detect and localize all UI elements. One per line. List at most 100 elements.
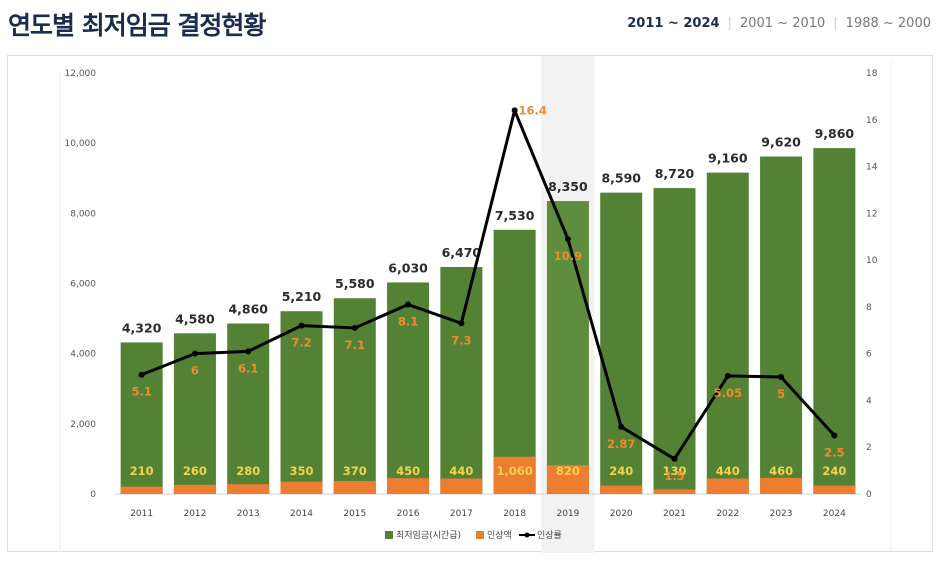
rate-point	[191, 350, 198, 357]
wage-value-label: 8,350	[548, 179, 588, 194]
x-axis-label: 2022	[716, 509, 739, 519]
right-axis-tick: 14	[866, 163, 878, 173]
increase-value-label: 240	[609, 464, 633, 478]
right-axis-tick: 2	[866, 443, 872, 453]
rate-point	[245, 348, 252, 355]
wage-bar	[706, 172, 749, 494]
legend-swatch-wage	[385, 531, 393, 539]
wage-bar	[600, 192, 643, 495]
right-axis-tick: 8	[866, 303, 872, 313]
rate-value-label: 5	[777, 387, 785, 401]
wage-value-label: 8,590	[601, 171, 641, 186]
increase-value-label: 440	[449, 464, 473, 478]
wage-value-label: 9,160	[708, 151, 748, 166]
legend-label-wage: 최저임금(시간급)	[396, 529, 461, 541]
increase-value-label: 1,060	[496, 464, 532, 478]
increase-bar	[706, 478, 749, 494]
rate-value-label: 7.1	[345, 338, 365, 352]
x-axis-label: 2016	[397, 509, 420, 519]
tab-1988-2000[interactable]: 1988 ~ 2000	[845, 16, 931, 31]
wage-value-label: 6,470	[442, 245, 482, 260]
left-axis-tick: 4,000	[70, 350, 96, 360]
x-axis-label: 2023	[770, 509, 793, 519]
tab-2001-2010[interactable]: 2001 ~ 2010	[739, 16, 826, 31]
rate-point	[618, 423, 625, 430]
increase-bar	[653, 489, 696, 494]
wage-value-label: 4,580	[175, 311, 215, 326]
rate-point	[778, 374, 785, 381]
rate-point	[831, 432, 838, 439]
rate-point	[138, 371, 145, 378]
rate-value-label: 6	[191, 364, 199, 378]
wage-value-label: 9,860	[815, 126, 855, 141]
rate-line	[141, 108, 836, 461]
wage-value-label: 4,860	[228, 301, 268, 316]
wage-value-label: 6,030	[388, 260, 428, 275]
wage-value-label: 9,620	[761, 134, 801, 149]
left-axis-tick: 0	[90, 490, 96, 500]
tab-2011-2024[interactable]: 2011 ~ 2024	[627, 16, 720, 31]
legend-label-rate: 인상률	[537, 530, 562, 541]
wage-bar	[493, 229, 536, 494]
x-axis-label: 2014	[290, 509, 313, 519]
increase-bar	[600, 485, 643, 494]
x-axis-label: 2021	[663, 509, 686, 519]
right-axis-tick: 6	[866, 350, 872, 360]
right-axis-tick: 0	[866, 490, 872, 500]
x-axis-label: 2020	[610, 509, 633, 519]
rate-point	[351, 324, 358, 331]
period-tabs: 2011 ~ 2024 | 2001 ~ 2010 | 1988 ~ 2000	[627, 16, 931, 31]
increase-value-label: 440	[716, 464, 740, 478]
wage-value-label: 8,720	[655, 166, 695, 181]
tab-divider: |	[833, 16, 838, 31]
legend-label-increase: 인상액	[487, 529, 512, 541]
left-axis-tick: 2,000	[70, 420, 96, 430]
rate-value-label: 5.1	[131, 385, 151, 399]
legend-swatch-rate-point	[524, 532, 530, 538]
left-axis-tick: 6,000	[70, 280, 96, 290]
increase-value-label: 370	[343, 464, 367, 478]
increase-value-label: 130	[662, 464, 686, 478]
left-axis-tick: 12,000	[65, 69, 97, 79]
right-axis-tick: 10	[866, 256, 878, 266]
wage-bar	[760, 156, 803, 494]
x-axis-label: 2013	[237, 509, 260, 519]
x-axis-label: 2011	[130, 509, 153, 519]
rate-value-label: 1.5	[664, 469, 684, 483]
increase-bar	[333, 481, 376, 494]
right-axis-tick: 12	[866, 209, 877, 219]
rate-value-label: 7.3	[451, 333, 471, 347]
increase-value-label: 240	[822, 464, 846, 478]
rate-point	[511, 107, 518, 114]
increase-bar	[493, 456, 536, 494]
increase-bar	[227, 484, 270, 494]
increase-value-label: 210	[130, 464, 154, 478]
rate-value-label: 2.5	[824, 446, 844, 460]
rate-value-label: 5.05	[714, 386, 742, 400]
left-axis-tick: 10,000	[65, 139, 97, 149]
x-axis-label: 2015	[343, 509, 366, 519]
minimum-wage-chart: 0 2,000 4,000 6,000 8,000 10,000 12,000 0 2 4 6 8 10…	[59, 56, 892, 553]
increase-value-label: 820	[556, 464, 580, 478]
increase-bar	[813, 485, 856, 494]
page-title: 연도별 최저임금 결정현황	[8, 11, 266, 40]
increase-bar	[120, 486, 163, 494]
increase-bar	[760, 477, 803, 494]
x-axis-label: 2024	[823, 509, 846, 519]
wage-value-label: 5,580	[335, 276, 375, 291]
rate-point	[405, 301, 412, 308]
right-axis-tick: 16	[866, 116, 878, 126]
tab-divider: |	[727, 16, 732, 31]
wage-bar	[387, 282, 430, 494]
increase-bar	[173, 484, 216, 494]
increase-value-label: 350	[289, 464, 313, 478]
wage-bar	[440, 267, 483, 494]
rate-value-label: 2.87	[607, 437, 635, 451]
rate-point	[458, 320, 465, 327]
wage-value-label: 7,530	[495, 208, 535, 223]
rate-value-label: 6.1	[238, 361, 258, 375]
wage-bar	[546, 201, 589, 494]
rate-point	[564, 236, 571, 243]
increase-value-label: 280	[236, 464, 260, 478]
increase-bar	[387, 478, 430, 494]
